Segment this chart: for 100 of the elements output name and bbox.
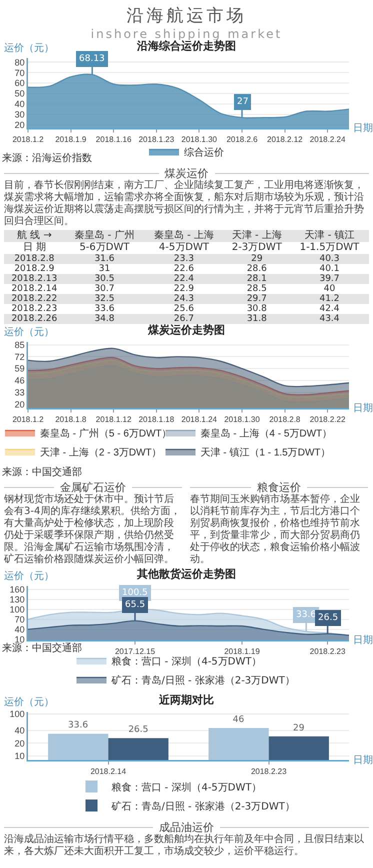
text: 金属矿石运价 bbox=[60, 480, 126, 494]
text: 春节期间玉米购销市场基本暂停，企业以消耗节前库存为主，节后北方港口个别贸易商恢复报价，价格也维持节前水平，到货量非常少，而大部分贸易商仍处于停收的状态，粮食运输价格小幅波动。 bbox=[190, 494, 361, 566]
data-label: 23.3 bbox=[144, 254, 224, 264]
category-label: 2018.2.23 bbox=[10, 304, 58, 314]
text: 煤炭运价 bbox=[164, 166, 208, 180]
x-tick-label: 2018.1.8 bbox=[55, 415, 87, 424]
x-tick-label: 2018.1.24 bbox=[181, 415, 218, 424]
legend-label: 秦皇岛 - 上海（4 - 5万DWT） bbox=[200, 427, 332, 440]
legend-label: 粮食：营口 - 深圳（4-5万DWT） bbox=[112, 655, 262, 668]
x-tick-label: 2018.1.30 bbox=[224, 415, 260, 424]
data-label: 40.3 bbox=[290, 254, 369, 264]
x-tick-label: 2018.1.18 bbox=[138, 415, 175, 424]
data-label: 39.7 bbox=[290, 274, 369, 284]
data-label: 22.6 bbox=[172, 264, 195, 274]
source-note: 来源：沿海运价指数 bbox=[2, 152, 92, 164]
data-label: 27 bbox=[237, 97, 248, 107]
x-tick-label: 2018.1.19 bbox=[224, 647, 260, 656]
source-note: 来源：中国交通部 bbox=[2, 466, 82, 478]
text: 日 期 bbox=[22, 242, 47, 254]
data-label: 40 bbox=[322, 284, 336, 294]
data-label: 22.9 bbox=[172, 284, 195, 294]
category-label: 2018.2.14 bbox=[10, 284, 58, 294]
y-tick-label: 10 bbox=[14, 634, 25, 644]
y-tick-label: 10 bbox=[14, 751, 25, 762]
x-tick-label: 2018.2.24 bbox=[310, 135, 346, 144]
data-label: 31 bbox=[98, 264, 112, 274]
data-label: 26.5 bbox=[318, 613, 338, 623]
legend-label: 矿石：青岛/日照 - 张家港（2-3万DWT） bbox=[110, 800, 295, 812]
x-tick-label: 2018.2.22 bbox=[310, 415, 346, 424]
data-label: 29 bbox=[224, 254, 290, 264]
x-tick-label: 2018.1.23 bbox=[138, 135, 175, 144]
text: 秦皇岛 - 上海 4-5万DWT bbox=[154, 230, 214, 253]
data-label: 30.8 bbox=[246, 304, 268, 314]
legend-label: 天津 - 上海（2 - 3万DWT） bbox=[40, 446, 162, 458]
text: 粮食运价 bbox=[257, 480, 301, 494]
text: 沿海航运市场 bbox=[126, 5, 248, 27]
category-label: 2018.2.13 bbox=[4, 274, 65, 284]
text: 天津 - 镇江 1-1.5万DWT bbox=[300, 230, 360, 253]
y-tick-label: 33 bbox=[14, 388, 25, 398]
x-tick-label: 2017.12.15 bbox=[114, 647, 156, 656]
data-label: 40.1 bbox=[318, 264, 341, 274]
y-tick-label: 40 bbox=[14, 624, 25, 634]
y-tick-label: 20 bbox=[14, 738, 25, 748]
data-label: 33.6 bbox=[68, 720, 88, 731]
data-label: 28.6 bbox=[246, 264, 268, 274]
x-tick-label: 2018.1.2 bbox=[12, 415, 44, 424]
data-label: 41.2 bbox=[290, 294, 369, 304]
y-tick-label: 30 bbox=[14, 110, 25, 120]
data-label: 68.13 bbox=[79, 54, 105, 64]
x-axis-title: 日期 bbox=[353, 754, 373, 766]
x-tick-label: 2018.2.23 bbox=[310, 647, 346, 656]
data-label: 30.5 bbox=[64, 274, 144, 284]
legend-label: 秦皇岛 - 广州（5 - 6万DWT） bbox=[40, 427, 172, 440]
text: 成品油运价 bbox=[159, 820, 214, 834]
data-label: 33.6 bbox=[93, 304, 116, 314]
data-label: 29.7 bbox=[224, 294, 290, 304]
category-label: 2018.2.22 bbox=[4, 294, 65, 304]
legend-label: 天津 - 镇江（1 - 1.5万DWT） bbox=[200, 446, 331, 458]
x-axis-title: 日期 bbox=[353, 634, 373, 646]
data-label: 26.5 bbox=[128, 725, 148, 736]
y-tick-label: 70 bbox=[14, 68, 25, 78]
data-label: 26.7 bbox=[144, 314, 224, 324]
x-tick-label: 2018.1.12 bbox=[96, 415, 132, 424]
data-label: 31.6 bbox=[64, 254, 144, 264]
data-label: 42.4 bbox=[318, 304, 341, 314]
x-tick-label: 2018.1.2 bbox=[12, 135, 44, 144]
data-label: 34.8 bbox=[64, 314, 144, 324]
y-tick-label: 20 bbox=[14, 399, 25, 410]
y-tick-label: 100 bbox=[10, 604, 25, 614]
chart-title: 煤炭运价走势图 bbox=[147, 324, 225, 337]
x-tick-label: 2018.2.8 bbox=[269, 415, 301, 424]
data-label: 28.1 bbox=[224, 274, 290, 284]
y-tick-label: 20 bbox=[14, 120, 25, 130]
y-axis-title: 运价（元） bbox=[4, 326, 54, 338]
category-label: 2018.2.9 bbox=[13, 264, 56, 274]
text: 天津 - 上海 2-3万DWT bbox=[232, 230, 282, 253]
y-tick-label: 80 bbox=[14, 57, 25, 68]
chart-title: 其他散货运价走势图 bbox=[136, 568, 236, 581]
y-tick-label: 160 bbox=[10, 584, 25, 594]
y-tick-label: 100 bbox=[10, 708, 25, 719]
x-tick-label: 2018.1.30 bbox=[181, 135, 218, 144]
chart-title: 沿海综合运价走势图 bbox=[136, 40, 236, 53]
y-tick-label: 60 bbox=[14, 78, 25, 88]
x-axis-title: 日期 bbox=[353, 122, 373, 134]
y-axis-title: 运价（元） bbox=[4, 570, 54, 582]
y-tick-label: 46 bbox=[14, 376, 25, 386]
y-tick-label: 40 bbox=[14, 99, 25, 110]
data-label: 29 bbox=[292, 723, 305, 734]
data-label: 31.8 bbox=[224, 314, 290, 324]
category-label: 2018.2.26 bbox=[4, 314, 65, 324]
x-tick-label: 2018.1.9 bbox=[55, 135, 87, 144]
data-label: 33.6 bbox=[296, 610, 316, 620]
source-note: 来源：中国交通部 bbox=[2, 642, 82, 654]
text: 目前，春节长假刚刚结束，南方工厂、企业陆续复工复产，工业用电将逐渐恢复，煤炭需求将大幅增加，运输需求亦将全面恢复，船东对后期市场较为乐观，预计沿海煤炭运价近期将以震荡走高摆脱亏损区间的行情为主，并将于元宵节后重拾升势回归合理区间。 bbox=[4, 180, 365, 228]
y-axis-title: 运价（元） bbox=[4, 42, 54, 54]
text: 钢材现货市场还处于休市中。预计节后会有3-4周的库存继续累积。供给方面，有大量高炉处于检修状态，加上现阶段仍处于采暖季环保限产期，供给仍然受限。沿海金属矿石运输市场氛围冷清，矿石运输价格跟随煤炭运价小幅回弹。 bbox=[4, 494, 182, 566]
data-label: 22.4 bbox=[144, 274, 224, 284]
y-axis-title: 运价（元） bbox=[4, 696, 54, 708]
data-label: 25.6 bbox=[172, 304, 195, 314]
text: 沿海成品油运输市场行情平稳，多数船舶均在执行年前及年中合同，且假日结束以来，各大炼厂还未大面积开工复工，市场成交较少，运价平稳运行。 bbox=[4, 834, 365, 858]
